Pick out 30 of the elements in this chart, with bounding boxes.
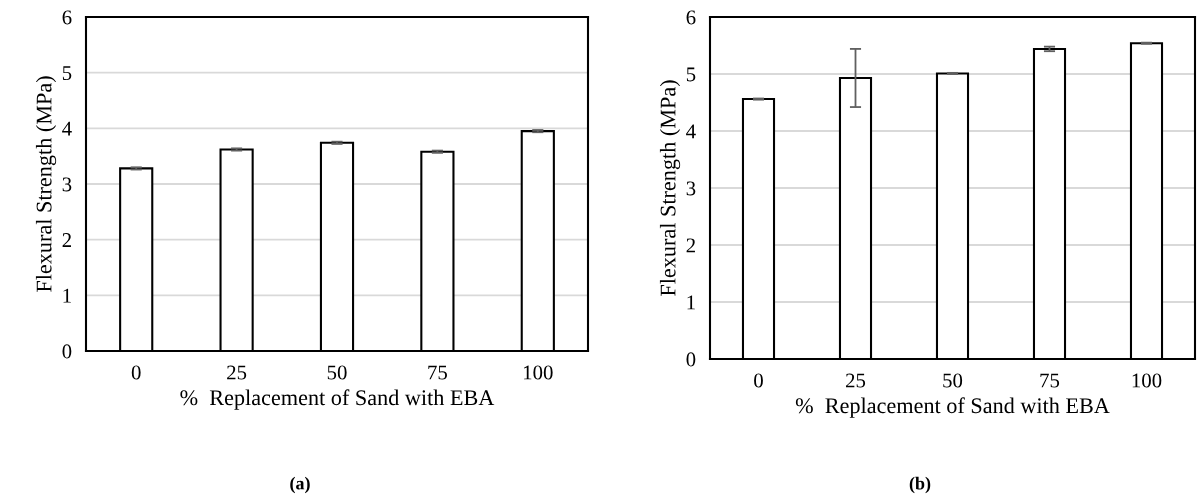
y-tick-label: 3 — [62, 177, 72, 192]
y-tick-label: 0 — [62, 344, 72, 359]
y-tick-label: 1 — [687, 295, 695, 310]
x-tick-label: 0 — [754, 373, 763, 388]
y-tick-label: 6 — [686, 10, 696, 25]
y-tick-label: 1 — [63, 288, 71, 303]
y-tick-label: 2 — [62, 233, 71, 247]
x-tick-label: 75 — [428, 365, 447, 380]
x-tick-label: 0 — [131, 365, 141, 380]
y-tick-label: 5 — [62, 66, 72, 81]
y-axis-title: Flexural Strength (MPa) — [35, 76, 57, 292]
x-tick-label: 75 — [1040, 373, 1060, 388]
y-tick-label: 4 — [686, 124, 696, 139]
y-axis-title: Flexural Strength (MPa) — [659, 80, 681, 296]
y-tick-label: 5 — [686, 67, 696, 82]
text: (a) — [290, 476, 310, 494]
y-tick-label: 4 — [62, 121, 72, 136]
y-tick-label: 2 — [686, 238, 695, 253]
x-axis-title: % Replacement of Sand with EBA — [795, 397, 1110, 418]
text: (b) — [909, 476, 931, 494]
x-tick-label: 100 — [1132, 373, 1162, 388]
y-tick-label: 0 — [686, 352, 696, 367]
x-tick-label: 50 — [327, 365, 347, 380]
y-tick-label: 3 — [686, 181, 696, 196]
x-axis-title: % Replacement of Sand with EBA — [180, 389, 495, 410]
y-tick-label: 6 — [62, 10, 72, 25]
x-tick-label: 100 — [524, 365, 553, 380]
x-tick-label: 25 — [227, 365, 247, 380]
x-tick-label: 50 — [943, 373, 963, 388]
x-tick-label: 25 — [846, 373, 866, 388]
